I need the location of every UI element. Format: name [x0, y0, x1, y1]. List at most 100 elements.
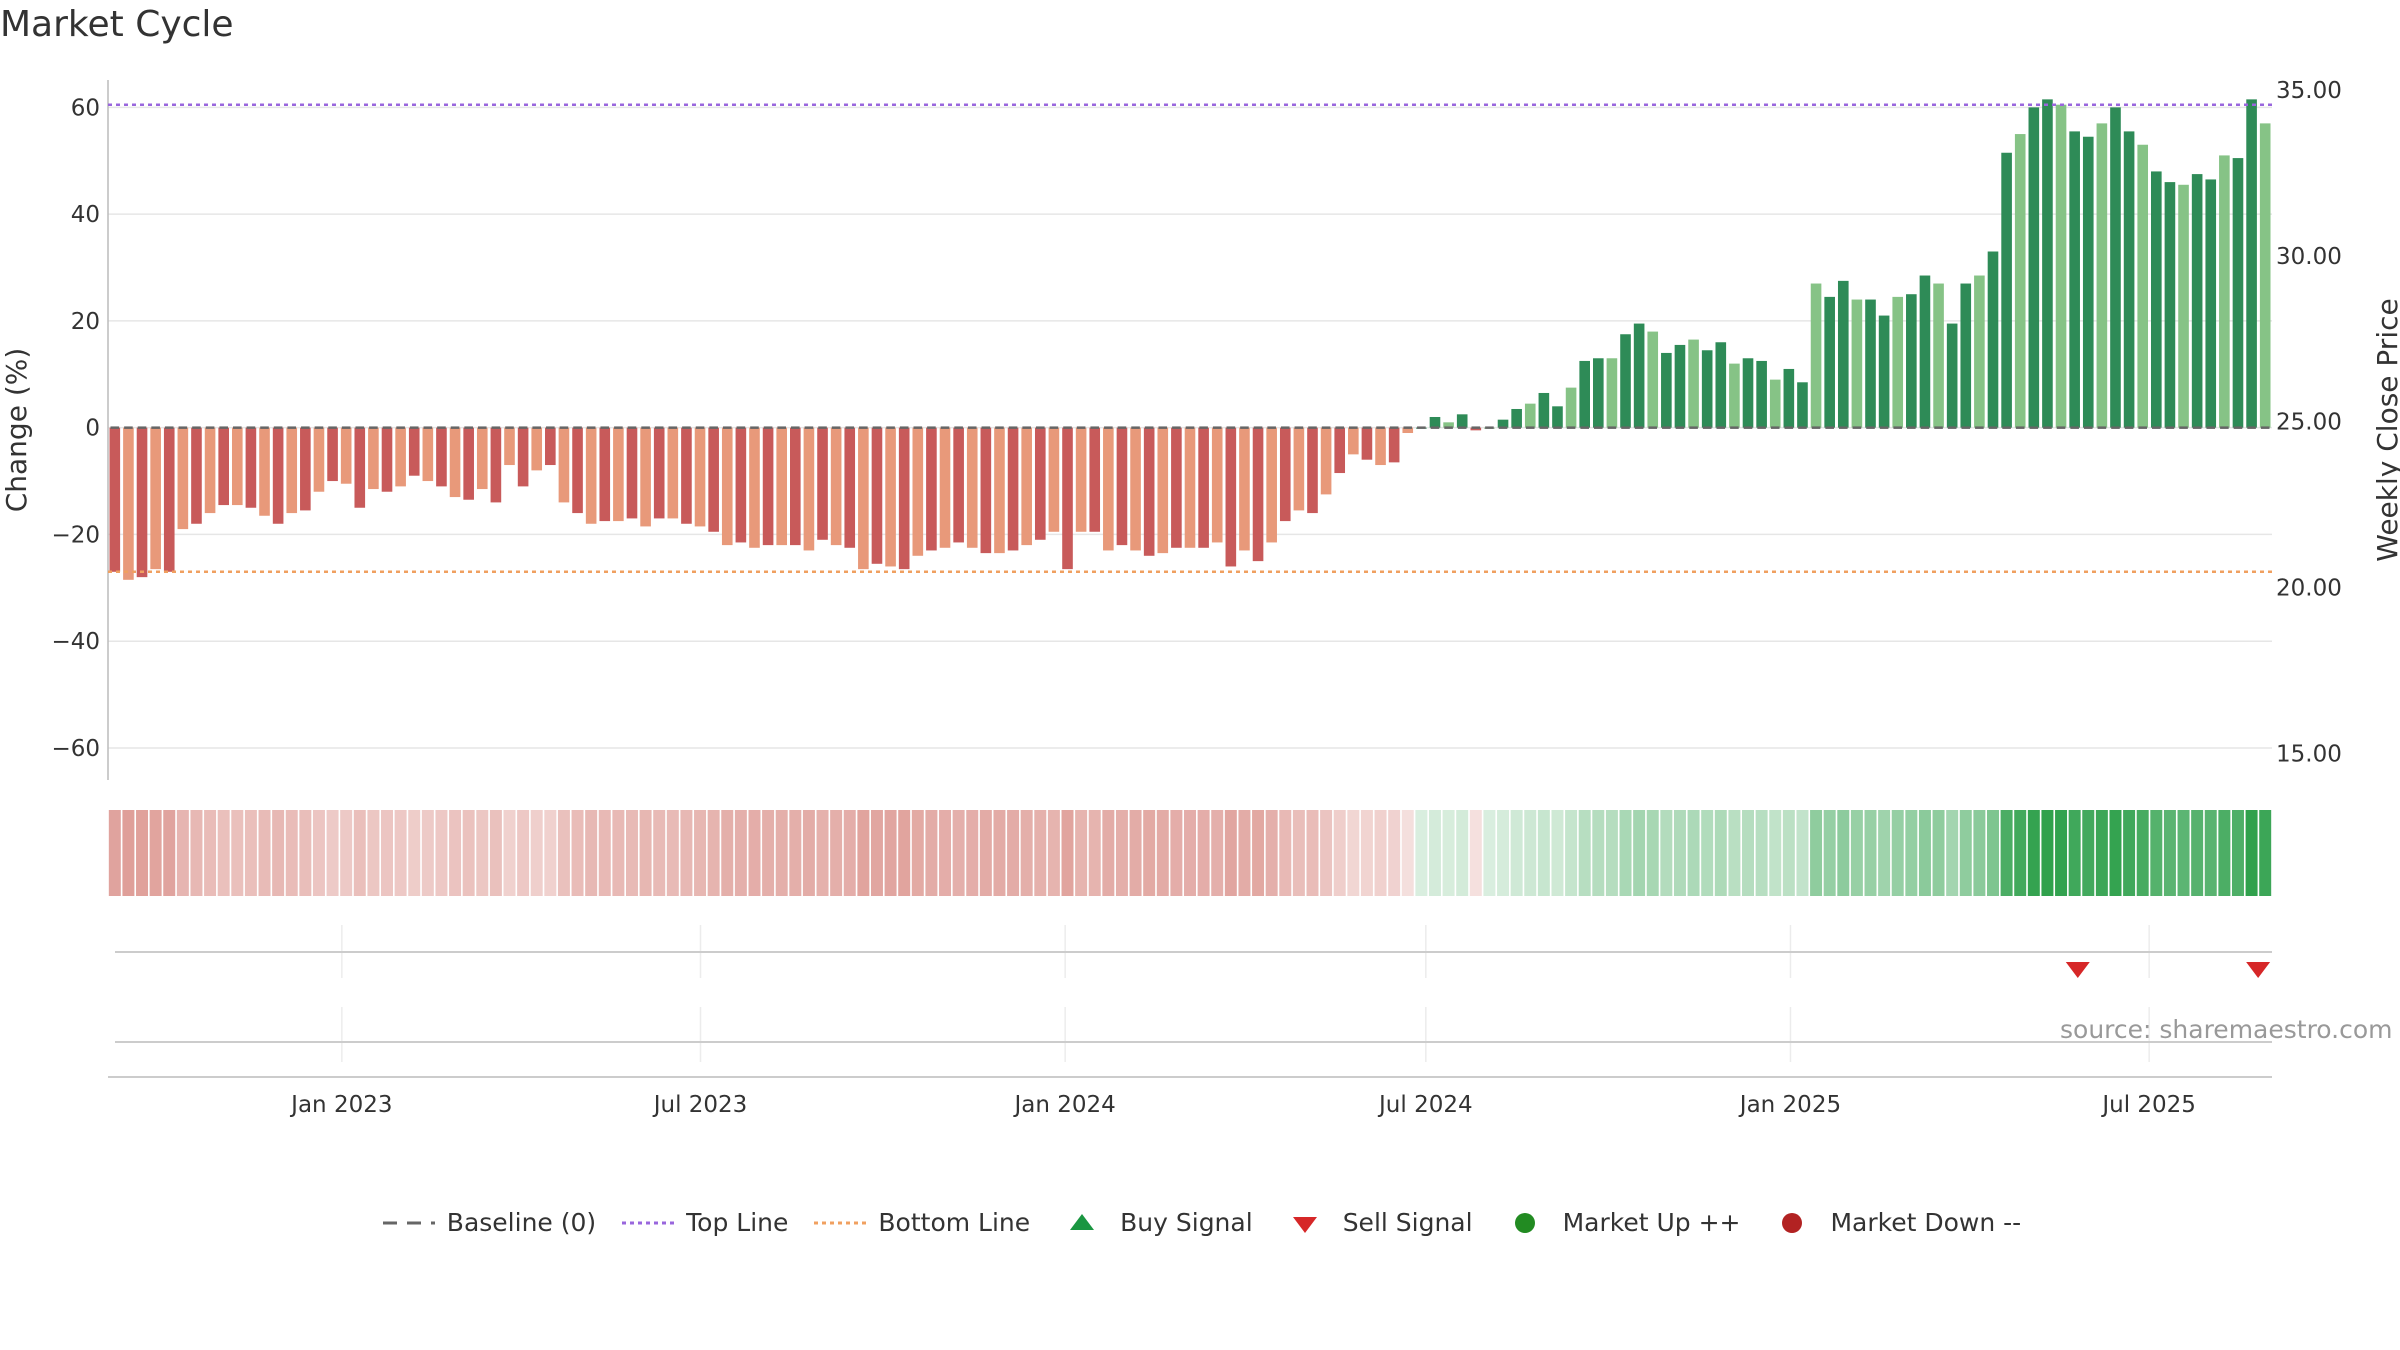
heat-cell [1878, 810, 1891, 896]
y-tick-label-left: 0 [85, 416, 100, 442]
heat-cell [748, 810, 761, 896]
heat-cell [857, 810, 870, 896]
heat-cell [340, 810, 353, 896]
legend-item-sell-signal: Sell Signal [1275, 1208, 1473, 1237]
bar [1062, 427, 1073, 570]
bar [613, 427, 624, 522]
heat-cell [2000, 810, 2013, 896]
bar [790, 427, 801, 546]
heat-cell [2136, 810, 2149, 896]
heat-cell [217, 810, 230, 896]
heat-cell [1755, 810, 1768, 896]
heat-cell [639, 810, 652, 896]
heat-cell [1292, 810, 1305, 896]
heat-cell [1184, 810, 1196, 896]
bar [2082, 136, 2094, 428]
baseline-swatch [382, 1221, 435, 1224]
heat-cell [1047, 810, 1060, 896]
heat-cell [625, 810, 638, 896]
reference-lines [108, 103, 2272, 574]
bar [1279, 427, 1291, 522]
heat-cell [612, 810, 625, 896]
bar [218, 427, 229, 506]
bar [1824, 296, 1835, 428]
x-tick-label: Jan 2025 [1738, 1092, 1841, 1118]
bar [1375, 427, 1386, 466]
bar [1307, 427, 1318, 514]
heat-cell [1102, 810, 1115, 896]
x-tick-label: Jul 2023 [652, 1092, 748, 1118]
bar [2219, 155, 2230, 428]
heat-cell [244, 810, 257, 896]
heat-cell [1946, 810, 1959, 896]
bar [1524, 403, 1536, 428]
heat-cell [1143, 810, 1156, 896]
y-tick-label-right: 35.00 [2276, 78, 2342, 104]
heat-cell [1932, 810, 1945, 896]
y-axis-label-left: Change (%) [0, 348, 33, 513]
bar [2246, 99, 2257, 428]
heat-cell [1660, 810, 1673, 896]
bar [2151, 171, 2162, 428]
heat-cell [1238, 810, 1251, 896]
bar [1688, 339, 1699, 428]
signal-panels [115, 925, 2272, 1062]
bar [463, 427, 474, 500]
bar [490, 427, 502, 503]
heat-cell [326, 810, 339, 896]
bar [191, 427, 202, 524]
bar [245, 427, 257, 508]
heat-cell [1728, 810, 1741, 896]
legend-item-baseline: Baseline (0) [379, 1208, 596, 1237]
heat-cell [979, 810, 992, 896]
bar [313, 427, 325, 492]
heat-cell [204, 810, 217, 896]
heat-cell [1687, 810, 1700, 896]
bar [558, 427, 570, 503]
bars [109, 99, 2271, 580]
bar [1620, 334, 1631, 428]
heat-cell [163, 810, 176, 896]
bar [545, 427, 556, 466]
heat-cell [898, 810, 911, 896]
bar [1783, 368, 1795, 428]
heat-cell [462, 810, 475, 896]
bar [286, 427, 298, 514]
bar [381, 427, 393, 492]
y-tick-label-right: 25.00 [2276, 410, 2342, 436]
bar [749, 427, 760, 548]
bar [994, 427, 1005, 554]
bar [2069, 131, 2080, 428]
heat-cell [2027, 810, 2040, 896]
bar [885, 427, 896, 567]
bar [1769, 379, 1781, 428]
bar [1865, 299, 1876, 428]
heat-cell [136, 810, 149, 896]
heat-cell [2109, 810, 2122, 896]
bar [109, 427, 121, 572]
heat-cell [1401, 810, 1414, 896]
heat-cell [789, 810, 802, 896]
heat-cell [830, 810, 843, 896]
bar [1674, 344, 1686, 428]
bar [2123, 131, 2135, 428]
heat-cell [1537, 810, 1550, 896]
heat-cell [476, 810, 489, 896]
bar [531, 427, 543, 471]
sell-signal-marker [2246, 962, 2271, 978]
bar [2191, 174, 2203, 428]
legend: Baseline (0) Top Line Bottom Line Buy Si… [0, 1208, 2400, 1237]
bar [259, 427, 270, 516]
bar [354, 427, 366, 508]
heat-cell [122, 810, 135, 896]
heat-cell [775, 810, 788, 896]
heat-cell [911, 810, 924, 896]
bar [1756, 360, 1767, 428]
bar [2096, 123, 2108, 428]
bar [1511, 408, 1522, 428]
bar [1048, 427, 1060, 532]
bar [694, 427, 706, 527]
legend-label-market-down: Market Down -- [1830, 1208, 2022, 1237]
heat-cell [2177, 810, 2190, 896]
heat-cell [2231, 810, 2244, 896]
